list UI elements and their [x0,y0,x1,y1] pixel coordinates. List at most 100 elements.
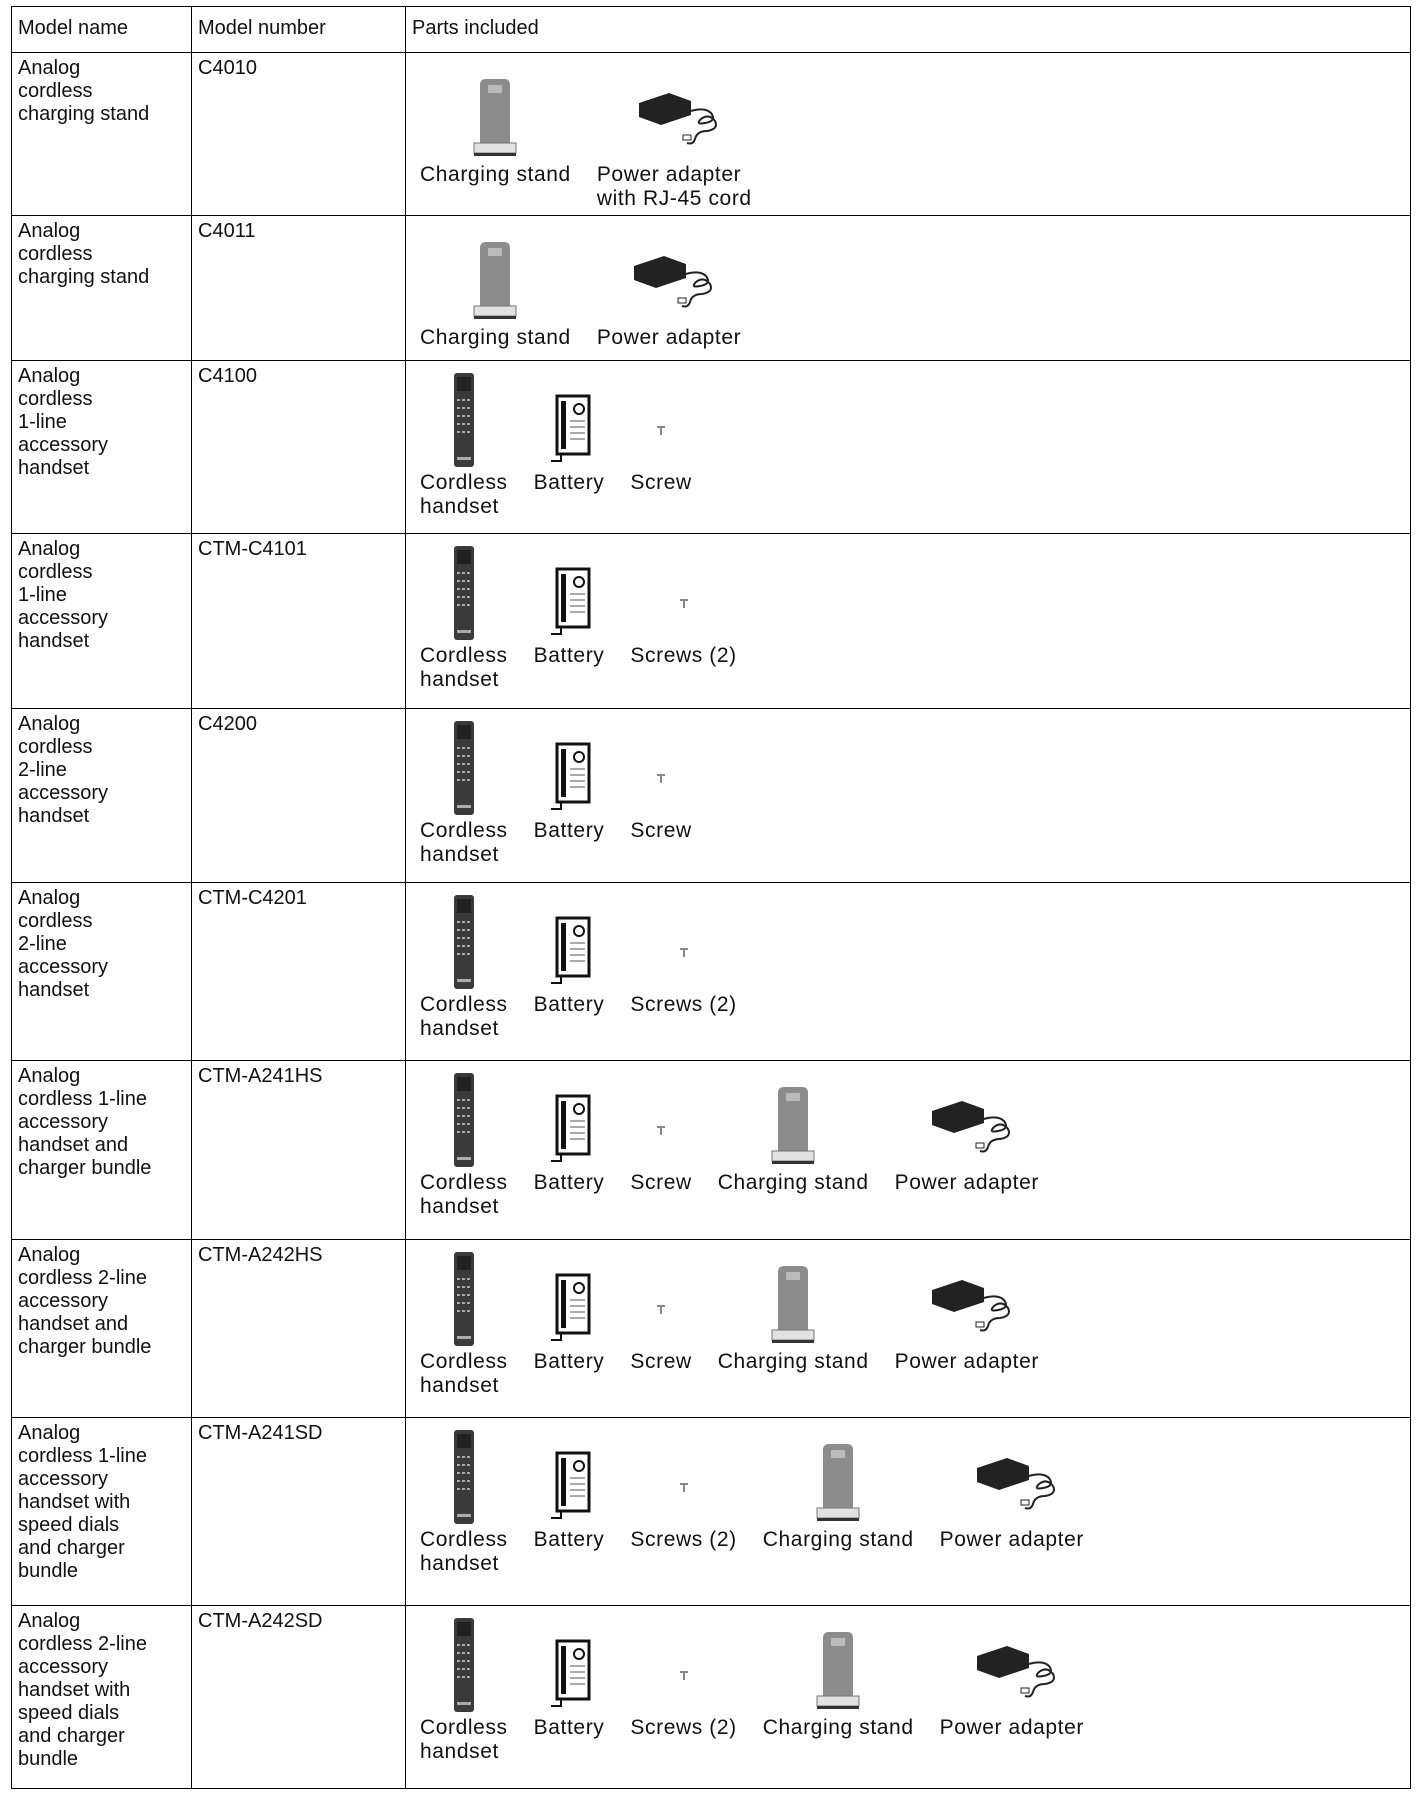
model-name: Analog cordless 2-line accessory handset… [11,1239,192,1418]
part-icon [549,916,591,985]
model-number: CTM-A241SD [191,1417,406,1606]
part-label: Cordless handset [420,1528,508,1575]
model-number: C4100 [191,360,406,534]
part-label: Charging stand [420,326,571,349]
part: Battery [534,1428,605,1552]
part-icon [549,394,591,463]
part-icon [975,1457,1055,1510]
parts-list: Cordless handset Battery Screw Charging sta… [420,1071,1410,1219]
parts-cell: Charging stand Power adapter [405,215,1411,361]
part: Charging stand [420,226,571,350]
table-row: Analog cordless 1-line accessory handset… [11,1060,1411,1240]
part: Battery [534,1250,605,1374]
part-label: Charging stand [420,163,571,186]
part-icon [549,742,591,811]
model-number: CTM-A242SD [191,1605,406,1789]
parts-list: Charging stand Power adapter [420,226,1410,350]
parts-cell: Cordless handset Battery Screws (2) Chargin… [405,1417,1411,1606]
part-icon [549,1273,591,1342]
parts-cell: Cordless handset Battery Screws (2) [405,533,1411,709]
part-icon [473,241,517,320]
part-icon [453,1430,474,1524]
part: Battery [534,893,605,1017]
model-name: Analog cordless 1-line accessory handset… [11,1417,192,1606]
part-label: Cordless handset [420,1716,508,1763]
parts-cell: Cordless handset Battery Screw [405,360,1411,534]
model-name: Analog cordless 1-line accessory handset… [11,1060,192,1240]
part-icon [549,1639,591,1708]
part: Cordless handset [420,371,508,519]
parts-list: Cordless handset Battery Screws (2) [420,893,1410,1041]
table-row: Analog cordless 2-line accessory handset… [11,1239,1411,1418]
part: Power adapter with RJ-45 cord [597,63,752,211]
parts-list: Cordless handset Battery Screws (2) Chargin… [420,1616,1410,1764]
part-label: Screw [630,471,692,494]
part: Screws (2) [630,1428,736,1552]
part-icon [549,1451,591,1520]
part-label: Charging stand [762,1716,914,1739]
part-label: Battery [533,471,605,494]
table-row: Analog cordless 2-line accessory handset… [11,1605,1411,1789]
part-label: Cordless handset [420,993,508,1040]
part: Charging stand [718,1250,869,1374]
model-number: C4010 [191,52,406,216]
part: Charging stand [763,1616,914,1740]
part-label: Screw [630,1171,692,1194]
model-name: Analog cordless 2-line accessory handset [11,708,192,883]
part-label: Charging stand [762,1528,914,1551]
column-header: Model number [191,6,406,53]
table-row: Analog cordless charging stand C4011 Charg… [11,215,1411,361]
table-body: Analog cordless charging stand C4010 Charg… [11,52,1411,1789]
part-label: Screws (2) [630,993,737,1016]
part-label: Cordless handset [420,1171,508,1218]
part-icon [453,1252,474,1346]
part: Screw [630,1250,691,1374]
part: Battery [534,719,605,843]
part: Charging stand [420,63,571,187]
part: Screw [630,1071,691,1195]
part-label: Power adapter [939,1528,1084,1551]
part-icon [638,92,718,145]
part-icon [453,1618,474,1712]
part-icon [656,426,667,436]
part-icon [549,567,591,636]
part-label: Battery [533,644,605,667]
part-label: Charging stand [717,1350,869,1373]
model-name: Analog cordless 1-line accessory handset [11,533,192,709]
part-icon [453,546,474,640]
parts-list: Cordless handset Battery Screws (2) Chargin… [420,1428,1410,1576]
part-icon [678,599,689,609]
part-icon [473,78,517,157]
model-number: CTM-C4201 [191,882,406,1061]
parts-list: Charging stand Power adapter with RJ-45 c… [420,63,1410,211]
header-row: Model name Model number Parts included [11,6,1411,53]
part-icon [656,1305,667,1315]
part-label: Battery [533,1171,605,1194]
part-label: Cordless handset [420,819,508,866]
part: Cordless handset [420,1428,508,1576]
part: Cordless handset [420,1250,508,1398]
part: Battery [534,544,605,668]
part: Charging stand [763,1428,914,1552]
column-header: Parts included [405,6,1411,53]
part-icon [816,1631,860,1710]
part: Charging stand [718,1071,869,1195]
parts-cell: Charging stand Power adapter with RJ-45 c… [405,52,1411,216]
model-number: CTM-C4101 [191,533,406,709]
table-row: Analog cordless 1-line accessory handset… [11,360,1411,534]
parts-cell: Cordless handset Battery Screw [405,708,1411,883]
part-label: Power adapter [596,326,742,349]
column-header: Model name [11,6,192,53]
part: Screws (2) [630,544,736,668]
table-row: Analog cordless 1-line accessory handset… [11,533,1411,709]
part: Battery [534,1616,605,1740]
part: Battery [534,1071,605,1195]
model-number: C4200 [191,708,406,883]
part-label: Battery [533,1528,605,1551]
parts-cell: Cordless handset Battery Screw Charging sta… [405,1060,1411,1240]
part: Cordless handset [420,544,508,692]
part: Screws (2) [630,893,736,1017]
model-name: Analog cordless charging stand [11,52,192,216]
part: Battery [534,371,605,495]
